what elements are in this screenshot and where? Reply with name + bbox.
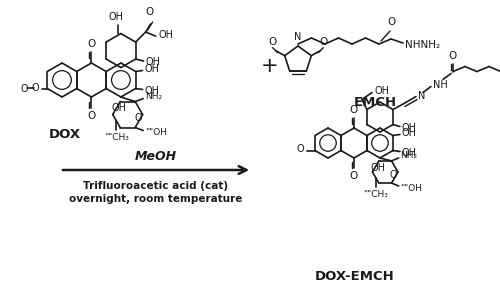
Text: O: O bbox=[350, 105, 358, 115]
Text: ""CH₃: ""CH₃ bbox=[363, 189, 388, 198]
Text: O: O bbox=[319, 37, 328, 47]
Text: MeOH: MeOH bbox=[135, 149, 177, 163]
Text: OH: OH bbox=[112, 103, 126, 113]
Text: N: N bbox=[294, 32, 302, 42]
Text: ""OH: ""OH bbox=[145, 128, 167, 137]
Text: DOX: DOX bbox=[49, 128, 81, 140]
Text: NHNH₂: NHNH₂ bbox=[405, 40, 440, 50]
Text: NH₂: NH₂ bbox=[400, 152, 417, 160]
Text: OH: OH bbox=[402, 148, 417, 157]
Text: OH: OH bbox=[144, 86, 160, 95]
Text: overnight, room temperature: overnight, room temperature bbox=[70, 194, 242, 204]
Text: OH: OH bbox=[402, 128, 417, 139]
Text: N: N bbox=[418, 91, 426, 100]
Text: OH: OH bbox=[402, 123, 417, 132]
Text: O: O bbox=[449, 51, 457, 60]
Text: O: O bbox=[388, 17, 396, 27]
Text: O: O bbox=[296, 144, 304, 155]
Text: ""OH: ""OH bbox=[400, 184, 422, 192]
Text: OH: OH bbox=[108, 12, 124, 22]
Text: +: + bbox=[261, 56, 279, 76]
Text: O: O bbox=[134, 113, 142, 123]
Text: ""CH₃: ""CH₃ bbox=[104, 133, 129, 142]
Text: O: O bbox=[32, 83, 40, 93]
Text: OH: OH bbox=[146, 57, 160, 67]
Text: DOX-EMCH: DOX-EMCH bbox=[315, 270, 395, 282]
Text: O: O bbox=[350, 171, 358, 181]
Text: O: O bbox=[88, 111, 96, 121]
Text: EMCH: EMCH bbox=[354, 96, 397, 110]
Text: OH: OH bbox=[370, 163, 386, 173]
Text: NH: NH bbox=[433, 79, 448, 90]
Text: OH: OH bbox=[144, 64, 160, 75]
Text: O: O bbox=[146, 7, 154, 17]
Text: Trifluoroacetic acid (cat): Trifluoroacetic acid (cat) bbox=[84, 181, 229, 191]
Text: O: O bbox=[20, 83, 28, 94]
Text: OH: OH bbox=[158, 30, 174, 40]
Text: O: O bbox=[390, 170, 398, 180]
Text: O: O bbox=[268, 37, 277, 47]
Text: O: O bbox=[88, 39, 96, 49]
Text: OH: OH bbox=[375, 86, 390, 95]
Text: NH₂: NH₂ bbox=[145, 92, 162, 101]
